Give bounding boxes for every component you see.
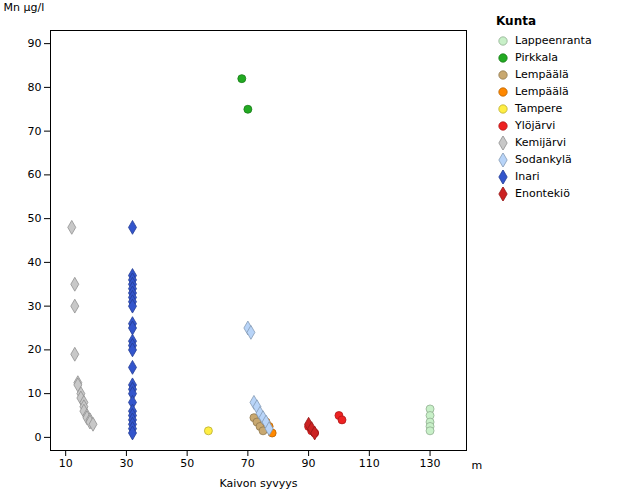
- html-text:Inari: Inari: [515, 170, 540, 183]
- svg-text:60: 60: [28, 168, 42, 181]
- svg-text:m: m: [472, 459, 483, 472]
- svg-text:Mn µg/l: Mn µg/l: [4, 1, 45, 14]
- svg-text:80: 80: [28, 81, 42, 94]
- svg-text:50: 50: [28, 212, 42, 225]
- html-text:Lappeenranta: Lappeenranta: [515, 34, 592, 47]
- svg-text:50: 50: [180, 457, 194, 470]
- html-text:Lempäälä: Lempäälä: [515, 68, 569, 81]
- svg-text:40: 40: [28, 256, 42, 269]
- svg-text:10: 10: [59, 457, 73, 470]
- svg-text:90: 90: [302, 457, 316, 470]
- html-text:Lempäälä: Lempäälä: [515, 85, 569, 98]
- svg-text:20: 20: [28, 343, 42, 356]
- svg-text:30: 30: [119, 457, 133, 470]
- html-text:Kemijärvi: Kemijärvi: [515, 136, 567, 149]
- svg-text:130: 130: [420, 457, 441, 470]
- html-text:Tampere: Tampere: [515, 102, 563, 115]
- svg-text:70: 70: [28, 125, 42, 138]
- html-text:Kunta: Kunta: [496, 14, 536, 28]
- html-text:Pirkkala: Pirkkala: [515, 51, 559, 64]
- svg-text:90: 90: [28, 37, 42, 50]
- svg-text:Kaivon syvyys: Kaivon syvyys: [219, 477, 297, 490]
- svg-text:110: 110: [359, 457, 380, 470]
- svg-text:70: 70: [241, 457, 255, 470]
- html-text:Enontekiö: Enontekiö: [515, 187, 570, 200]
- svg-text:0: 0: [35, 431, 42, 444]
- html-text:Sodankylä: Sodankylä: [515, 153, 572, 166]
- html-text:Ylöjärvi: Ylöjärvi: [515, 119, 556, 132]
- svg-text:30: 30: [28, 300, 42, 313]
- svg-text:10: 10: [28, 387, 42, 400]
